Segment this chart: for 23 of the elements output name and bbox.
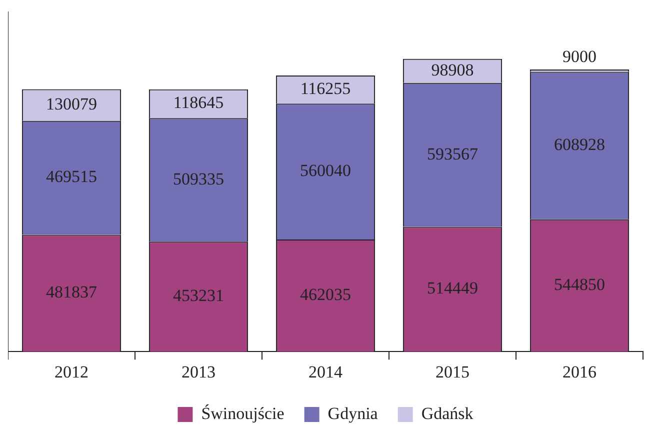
- data-label: 560040: [300, 161, 351, 180]
- x-tick-label: 2013: [182, 362, 216, 382]
- data-label: 453231: [173, 286, 224, 306]
- data-label: 130079: [46, 94, 97, 114]
- data-label: 514449: [427, 278, 478, 298]
- legend-label: Gdynia: [328, 404, 378, 423]
- data-label: 509335: [173, 169, 224, 188]
- x-tick-label: 2016: [562, 362, 596, 382]
- data-label: 98908: [431, 60, 474, 80]
- data-label: 469515: [46, 167, 97, 186]
- legend-label: Świnoujście: [201, 404, 284, 423]
- data-label: 608928: [554, 135, 605, 154]
- legend-label: Gdańsk: [421, 404, 474, 423]
- data-label: 481837: [46, 282, 98, 302]
- data-label: 9000: [562, 47, 596, 66]
- data-label: 544850: [554, 274, 605, 294]
- x-tick-label: 2014: [308, 362, 343, 382]
- data-label: 593567: [427, 144, 478, 164]
- data-label: 462035: [300, 285, 351, 304]
- data-label: 118645: [173, 93, 224, 112]
- data-label: 116255: [300, 79, 351, 98]
- x-tick-label: 2012: [54, 362, 88, 382]
- x-tick-label: 2015: [436, 362, 470, 382]
